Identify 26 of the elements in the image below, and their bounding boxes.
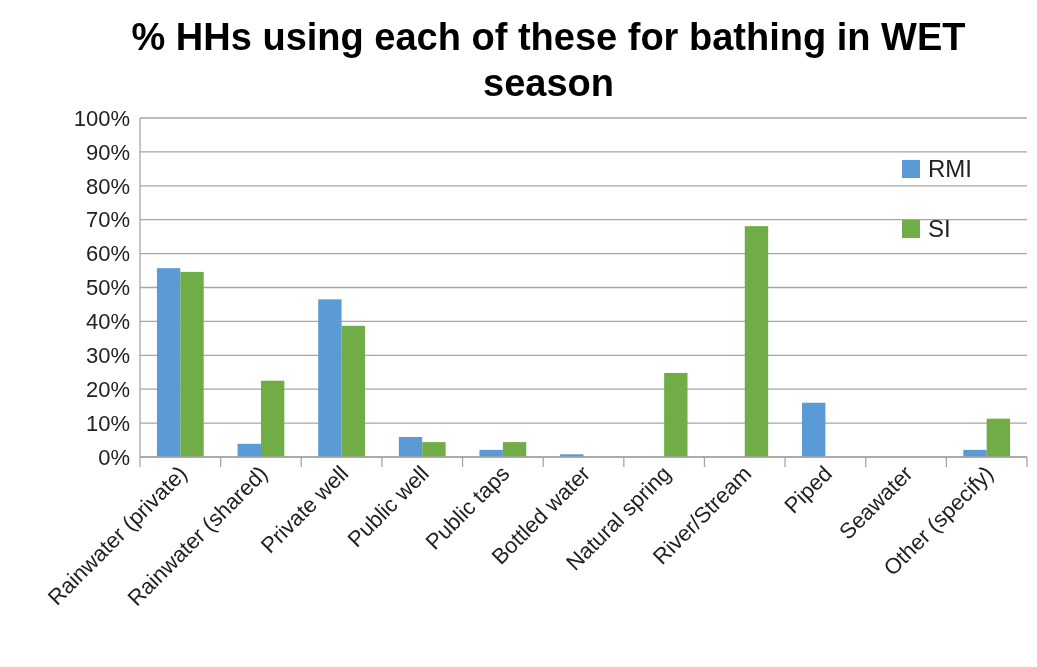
y-tick-label: 0% [98,444,130,470]
bar [802,402,826,457]
bar [744,226,769,457]
bar [318,299,342,457]
bar [260,380,285,457]
bar [180,271,204,457]
y-tick-label: 90% [85,139,130,165]
y-tick-label: 60% [85,241,130,267]
bar [398,437,423,457]
bar [156,268,181,457]
bar [502,442,527,457]
bar [422,442,446,457]
legend-label: RMI [928,155,972,183]
y-tick-label: 50% [85,275,130,301]
y-tick-label: 40% [85,309,130,335]
bar [341,325,365,457]
legend-label: SI [928,215,951,243]
y-tick-label: 30% [85,343,130,368]
y-tick-label: 10% [85,410,130,436]
bar [986,418,1011,457]
y-tick-label: 80% [85,173,130,199]
y-tick-label: 70% [85,207,130,233]
y-tick-label: 20% [85,376,130,402]
chart-title: % HHs using each of these for bathing in WET season [131,16,966,104]
y-tick-label: 100% [73,105,130,131]
bar [664,372,688,457]
